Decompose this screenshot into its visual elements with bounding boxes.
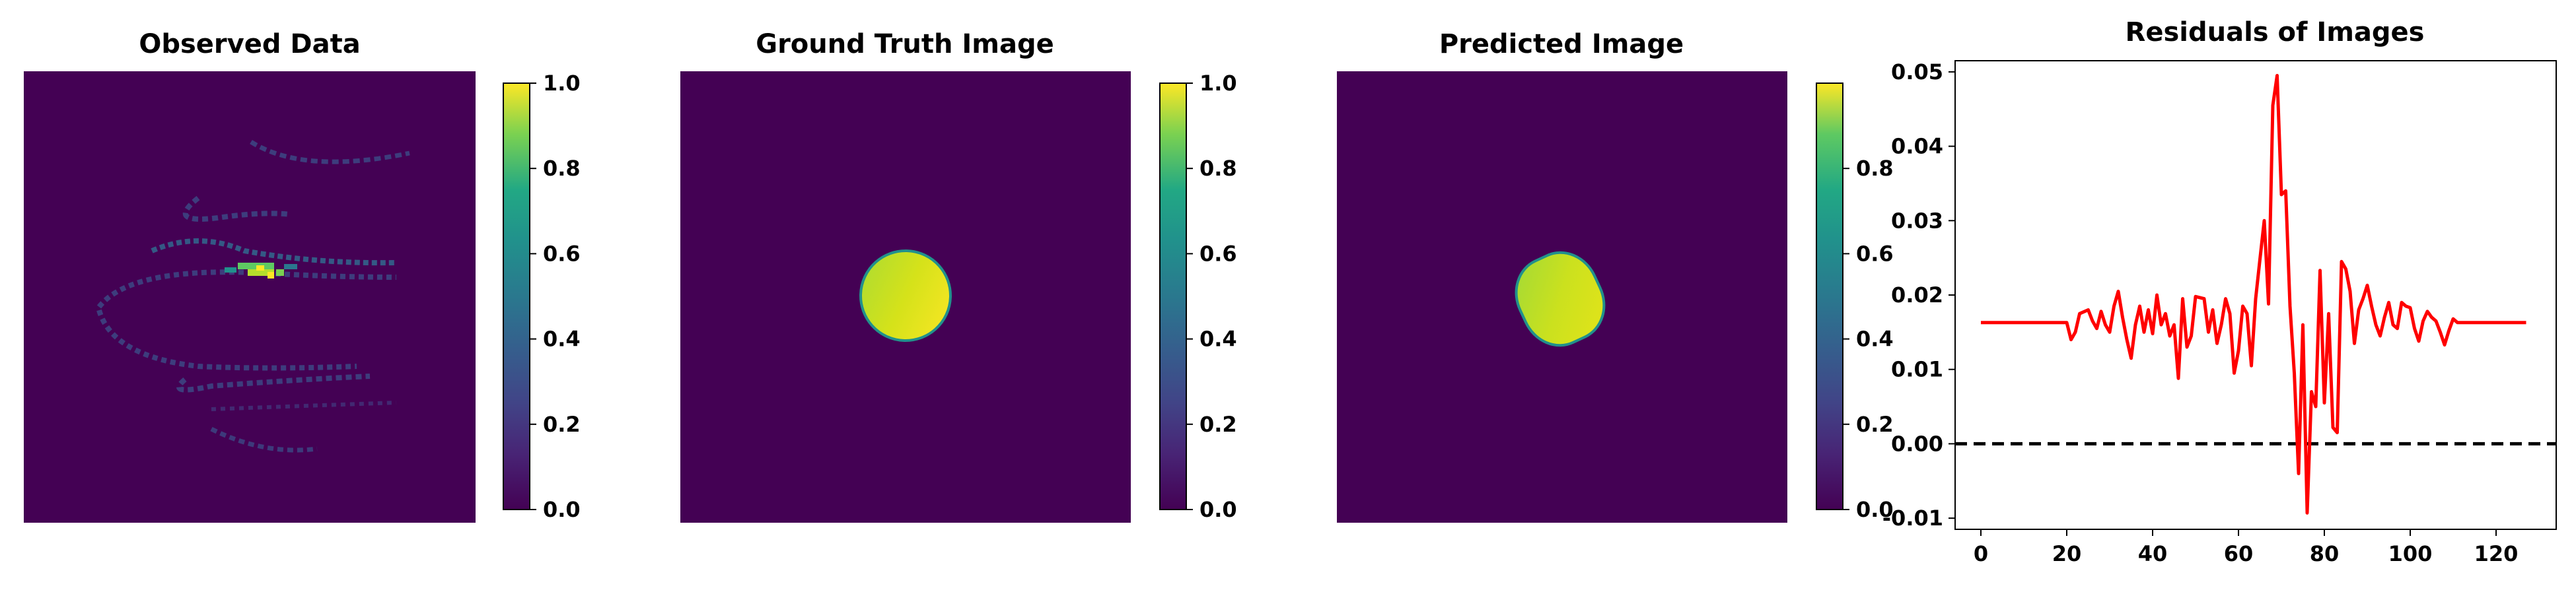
colorbar-tick-label: 0.0 [543, 497, 581, 522]
colorbar-tick-label: 0.0 [1199, 497, 1237, 522]
colorbar-tick-label: 0.4 [1199, 327, 1237, 352]
x-tick-label: 40 [2138, 541, 2168, 566]
colorbar-tick-label: 0.4 [543, 327, 581, 352]
y-tick-label: 0.01 [1891, 357, 1943, 382]
y-tick-label: -0.01 [1882, 506, 1943, 531]
predicted-colorbar-ticks: 0.0 0.2 0.4 0.6 0.8 [1843, 156, 1894, 522]
observed-data-image [24, 71, 476, 523]
colorbar-tick-label: 0.8 [1199, 156, 1237, 181]
y-tick-label: 0.03 [1891, 208, 1943, 233]
ground-truth-colorbar [1159, 82, 1187, 510]
colorbar-tick-label: 1.0 [1199, 71, 1237, 96]
ground-truth-title: Ground Truth Image [756, 29, 1054, 59]
y-tick-label: 0.04 [1891, 134, 1943, 159]
x-tick-label: 0 [1974, 541, 1988, 566]
observed-colorbar [503, 82, 530, 510]
x-tick-label: 80 [2310, 541, 2340, 566]
colorbar-tick-label: 0.6 [1856, 241, 1894, 266]
ground-truth-ellipse [859, 249, 952, 342]
ground-truth-colorbar-ticks: 0.0 0.2 0.4 0.6 0.8 1.0 [1186, 71, 1237, 522]
colorbar-tick-label: 0.2 [1856, 412, 1894, 437]
observed-data-title: Observed Data [139, 29, 360, 59]
colorbar-tick-label: 0.8 [543, 156, 581, 181]
x-tick-label: 120 [2474, 541, 2519, 566]
predicted-colorbar [1816, 82, 1843, 510]
observed-data-panel: Observed Data 0.0 0.2 0.4 0.6 0.8 1.0 [24, 29, 581, 523]
colorbar-tick-label: 0.0 [1856, 497, 1894, 522]
predicted-blob [1515, 251, 1606, 347]
predicted-panel: Predicted Image 0.0 0.2 0.4 0.6 0.8 [1337, 29, 1894, 523]
x-tick-label: 20 [2052, 541, 2082, 566]
residuals-title: Residuals of Images [2126, 17, 2425, 48]
colorbar-tick-label: 0.8 [1856, 156, 1894, 181]
residuals-series-line [1981, 74, 2526, 515]
y-tick-label: 0.00 [1891, 431, 1943, 456]
x-tick-label: 60 [2224, 541, 2254, 566]
colorbar-tick-label: 1.0 [543, 71, 581, 96]
colorbar-tick-label: 0.6 [1199, 241, 1237, 266]
residuals-panel: Residuals of Images 0 20 40 60 80 100 120 -0.01… [1882, 17, 2557, 566]
y-tick-label: 0.05 [1891, 59, 1943, 84]
colorbar-tick-label: 0.4 [1856, 327, 1894, 352]
colorbar-tick-label: 0.2 [1199, 412, 1237, 437]
observed-streaks [96, 140, 410, 453]
y-tick-label: 0.02 [1891, 282, 1943, 308]
predicted-title: Predicted Image [1439, 29, 1684, 59]
residuals-ticks: 0 20 40 60 80 100 120 -0.01 0.00 0.01 0.02 0.03 0.04… [1882, 59, 2519, 566]
colorbar-tick-label: 0.6 [543, 241, 581, 266]
x-tick-label: 100 [2388, 541, 2433, 566]
observed-colorbar-ticks: 0.0 0.2 0.4 0.6 0.8 1.0 [530, 71, 581, 522]
ground-truth-panel: Ground Truth Image 0.0 0.2 0.4 0.6 0.8 1.0 [680, 29, 1237, 523]
colorbar-tick-label: 0.2 [543, 412, 581, 437]
